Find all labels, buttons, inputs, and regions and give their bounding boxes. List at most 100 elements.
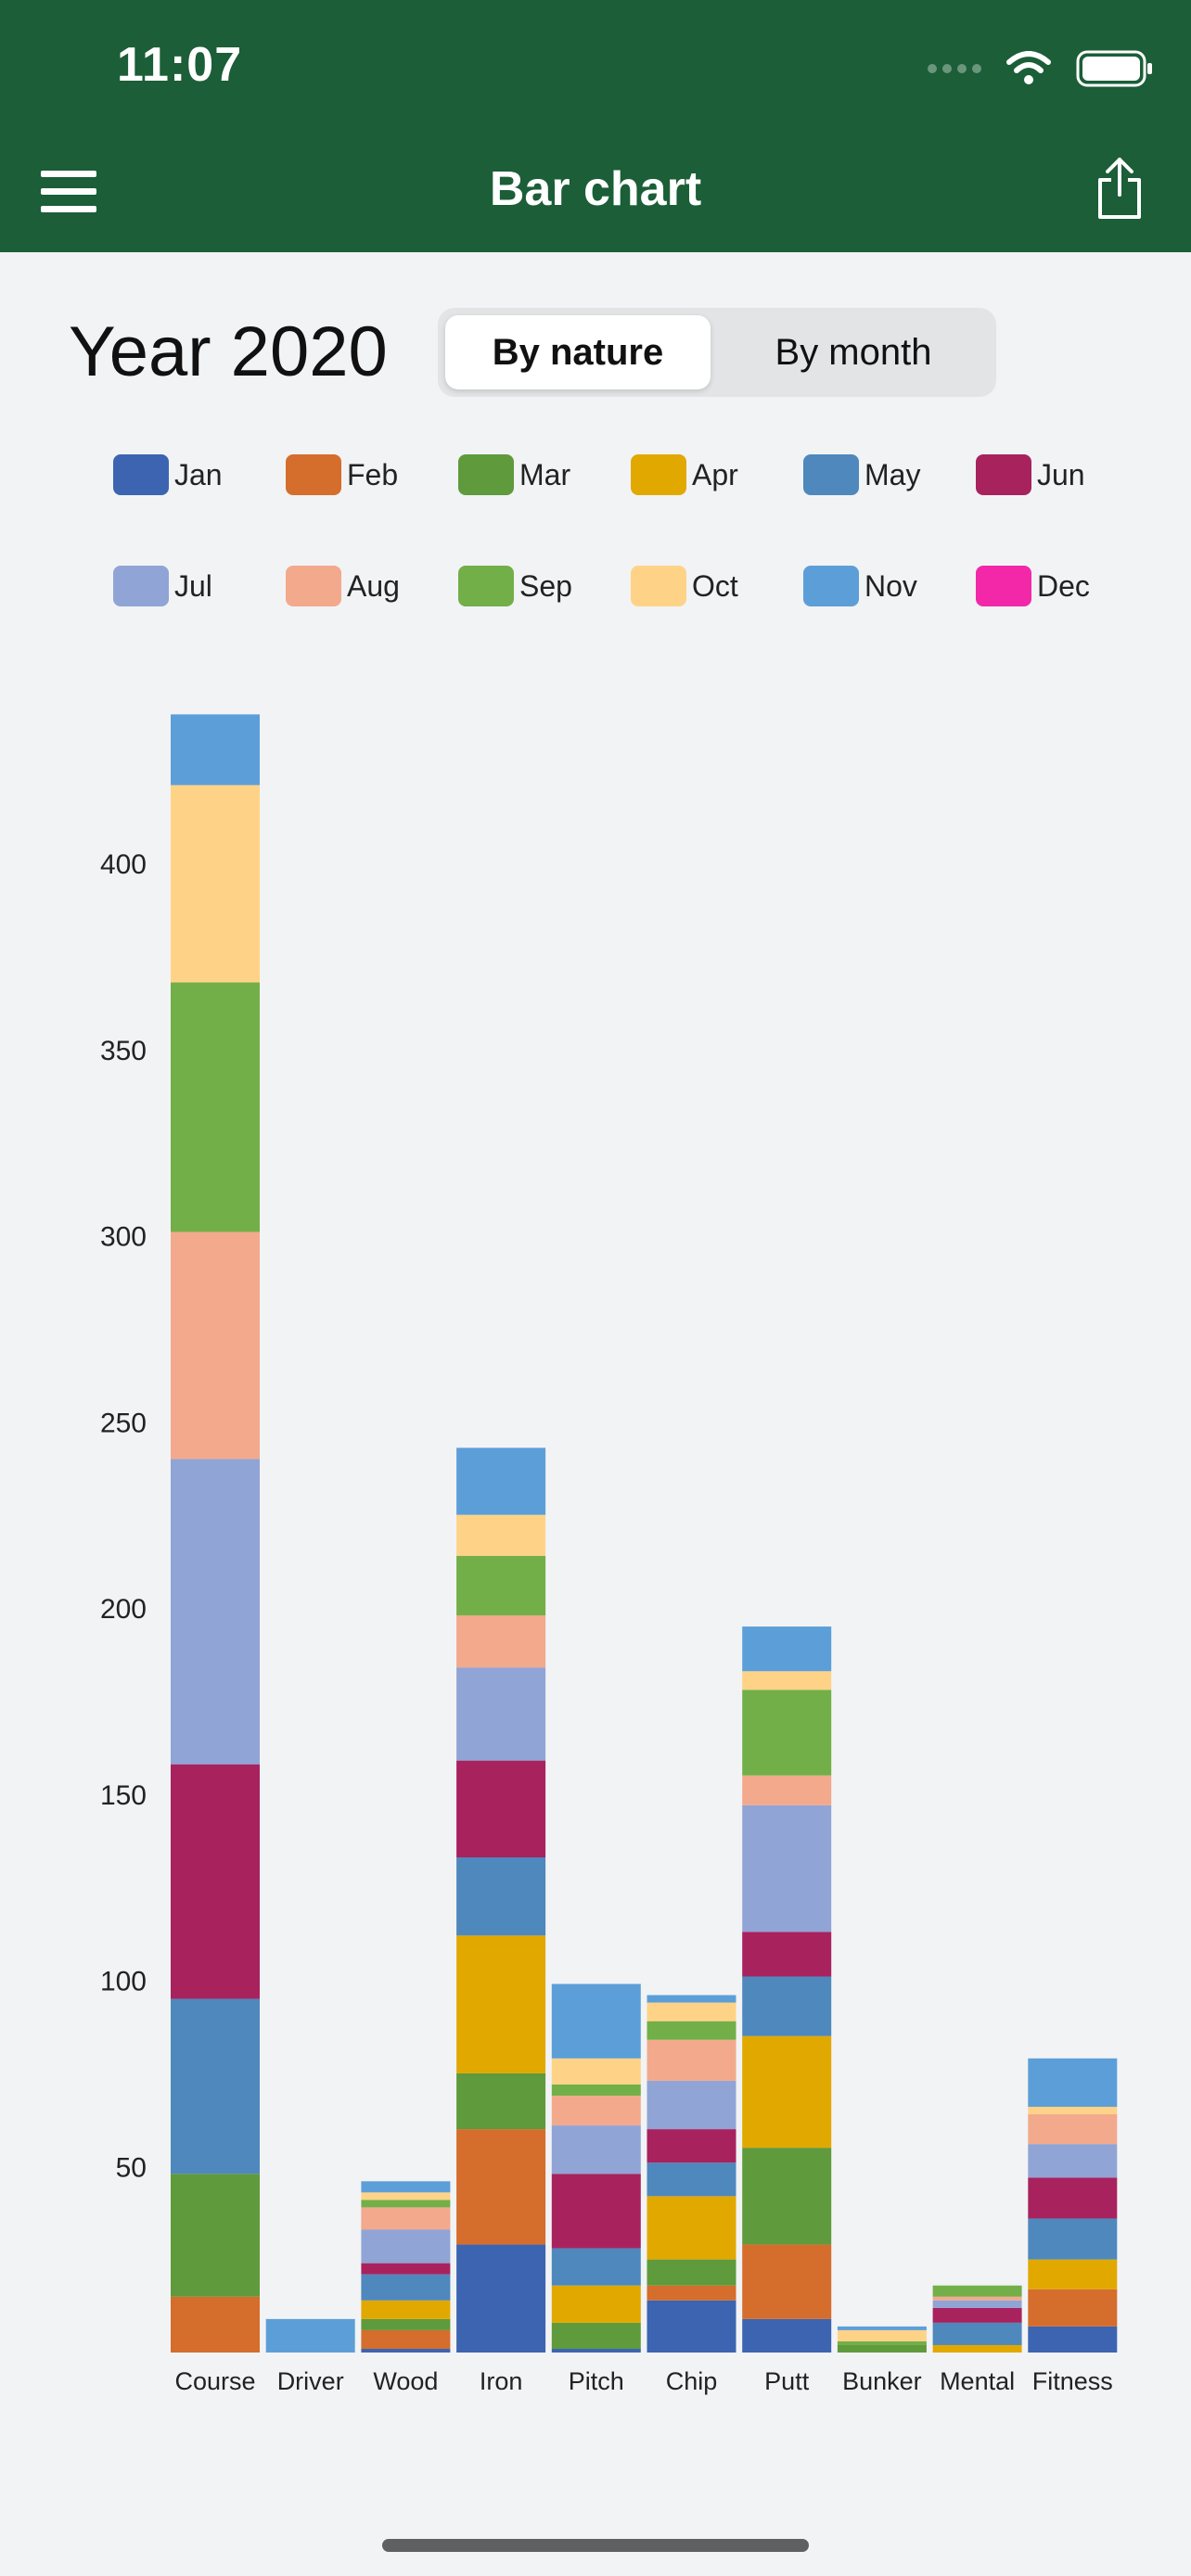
bar-segment-course-feb xyxy=(171,2296,260,2353)
bar-segment-iron-jan xyxy=(456,2244,546,2353)
bar-segment-wood-jan xyxy=(361,2348,451,2353)
bar-segment-wood-apr xyxy=(361,2300,451,2319)
legend-item-feb: Feb xyxy=(286,454,398,495)
year-title: Year 2020 xyxy=(69,312,388,391)
bar-segment-wood-may xyxy=(361,2274,451,2301)
bar-segment-pitch-jun xyxy=(551,2174,641,2249)
bar-segment-chip-jun xyxy=(647,2129,736,2163)
bar-segment-putt-jun xyxy=(742,1932,832,1977)
menu-icon[interactable] xyxy=(41,171,96,213)
legend-swatch xyxy=(803,566,859,606)
legend-swatch xyxy=(113,566,169,606)
x-tick-label: Putt xyxy=(764,2367,810,2395)
legend-item-apr: Apr xyxy=(631,454,738,495)
bar-segment-chip-sep xyxy=(647,2021,736,2040)
legend-item-aug: Aug xyxy=(286,566,400,606)
legend-label: Jul xyxy=(174,568,212,603)
bar-segment-iron-jun xyxy=(456,1760,546,1858)
view-segmented-control: By nature By month xyxy=(438,308,996,397)
bar-segment-iron-nov xyxy=(456,1447,546,1515)
bar-segment-course-jun xyxy=(171,1764,260,1999)
legend-item-jul: Jul xyxy=(113,566,212,606)
bar-segment-wood-sep xyxy=(361,2200,451,2208)
bar-segment-course-sep xyxy=(171,982,260,1232)
bar-segment-chip-jul xyxy=(647,2080,736,2130)
legend-item-may: May xyxy=(803,454,920,495)
legend-swatch xyxy=(286,566,341,606)
legend-item-oct: Oct xyxy=(631,566,738,606)
legend-label: Jun xyxy=(1037,457,1085,491)
nav-title: Bar chart xyxy=(489,162,702,216)
bar-segment-iron-mar xyxy=(456,2072,546,2130)
legend-item-jan: Jan xyxy=(113,454,223,495)
bar-segment-wood-jun xyxy=(361,2263,451,2275)
legend-swatch xyxy=(803,454,859,495)
bar-segment-course-nov xyxy=(171,714,260,785)
chart-legend: Jan Feb Mar Apr May Jun Jul Aug Sep Oct Nov Dec xyxy=(0,454,1191,640)
legend-item-jun: Jun xyxy=(976,454,1085,495)
legend-label: Mar xyxy=(519,457,571,491)
bar-segment-bunker-mar xyxy=(837,2344,927,2353)
bar-segment-putt-feb xyxy=(742,2244,832,2319)
legend-label: Aug xyxy=(347,568,400,603)
bar-segment-mental-jun xyxy=(932,2307,1022,2323)
bar-segment-mental-sep xyxy=(932,2285,1022,2297)
legend-label: Sep xyxy=(519,568,572,603)
x-tick-label: Pitch xyxy=(569,2367,624,2395)
bar-segment-bunker-nov xyxy=(837,2326,927,2330)
bar-segment-putt-sep xyxy=(742,1690,832,1776)
bar-segment-putt-aug xyxy=(742,1775,832,1805)
legend-label: Oct xyxy=(692,568,738,603)
bar-segment-fitness-jul xyxy=(1028,2144,1118,2178)
bar-segment-fitness-apr xyxy=(1028,2259,1118,2289)
bar-segment-pitch-mar xyxy=(551,2322,641,2349)
bar-segment-chip-mar xyxy=(647,2259,736,2286)
bar-segment-chip-aug xyxy=(647,2039,736,2081)
segment-by-nature[interactable]: By nature xyxy=(445,315,711,389)
bar-segment-iron-oct xyxy=(456,1514,546,1556)
segment-by-month[interactable]: By month xyxy=(775,332,932,373)
bar-segment-chip-feb xyxy=(647,2285,736,2301)
y-tick-label: 150 xyxy=(100,1780,147,1811)
bar-segment-pitch-jul xyxy=(551,2125,641,2174)
bar-segment-putt-nov xyxy=(742,1626,832,1672)
bar-segment-pitch-apr xyxy=(551,2285,641,2323)
bar-segment-bunker-sep xyxy=(837,2340,927,2345)
legend-swatch xyxy=(631,566,686,606)
bar-segment-chip-oct xyxy=(647,2002,736,2021)
bar-segment-iron-aug xyxy=(456,1615,546,1668)
x-tick-label: Wood xyxy=(373,2367,438,2395)
bar-segment-fitness-oct xyxy=(1028,2107,1118,2115)
bar-segment-putt-may xyxy=(742,1976,832,2036)
bar-segment-chip-nov xyxy=(647,1995,736,2003)
bar-segment-course-jul xyxy=(171,1459,260,1765)
legend-label: May xyxy=(864,457,921,491)
legend-swatch xyxy=(458,454,514,495)
x-tick-label: Course xyxy=(174,2367,255,2395)
y-tick-label: 200 xyxy=(100,1594,147,1625)
legend-swatch xyxy=(631,454,686,495)
legend-label: Nov xyxy=(864,568,917,603)
legend-label: Feb xyxy=(347,457,399,491)
bar-segment-pitch-jan xyxy=(551,2348,641,2353)
bar-segment-wood-nov xyxy=(361,2181,451,2193)
legend-swatch xyxy=(976,454,1031,495)
bar-segment-putt-apr xyxy=(742,2035,832,2149)
bar-segment-course-oct xyxy=(171,784,260,983)
y-tick-label: 100 xyxy=(100,1967,147,1997)
legend-item-sep: Sep xyxy=(458,566,572,606)
x-tick-label: Fitness xyxy=(1032,2367,1113,2395)
bar-segment-course-mar xyxy=(171,2174,260,2297)
legend-swatch xyxy=(286,454,341,495)
x-tick-label: Chip xyxy=(666,2367,718,2395)
bar-segment-mental-may xyxy=(932,2322,1022,2345)
bar-segment-fitness-jan xyxy=(1028,2326,1118,2353)
status-icons xyxy=(928,41,1154,96)
bar-segment-wood-oct xyxy=(361,2192,451,2200)
bar-segment-mental-apr xyxy=(932,2344,1022,2353)
legend-label: Apr xyxy=(692,457,738,491)
share-icon[interactable] xyxy=(1095,156,1145,221)
bar-segment-mental-aug xyxy=(932,2296,1022,2301)
legend-swatch xyxy=(113,454,169,495)
wifi-icon xyxy=(1006,51,1051,84)
